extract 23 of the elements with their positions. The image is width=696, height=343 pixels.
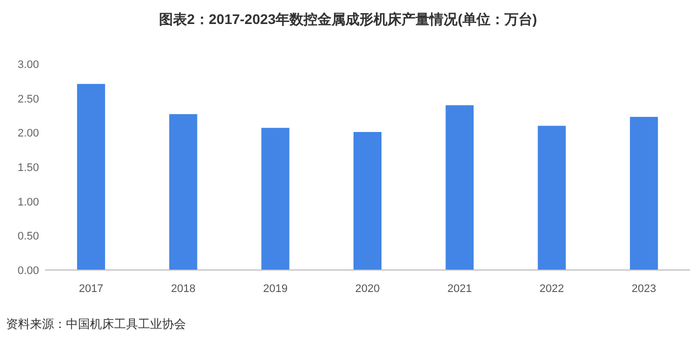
y-tick-label: 3.00 [18,59,39,71]
bar [354,132,382,270]
y-tick-label: 0.50 [18,230,39,243]
y-tick-label: 0.00 [18,265,39,277]
chart-title: 图表2：2017-2023年数控金属成形机床产量情况(单位：万台) [158,11,538,27]
bar [446,105,474,270]
bar [538,126,566,270]
y-tick-label: 2.50 [18,93,39,106]
y-tick-label: 1.50 [18,162,39,174]
x-tick-label: 2020 [355,283,380,295]
y-tick-label: 2.00 [18,128,39,140]
x-tick-label: 2017 [78,283,104,295]
x-tick-label: 2023 [632,283,656,295]
x-tick-label: 2019 [263,283,288,295]
bar [77,84,106,270]
bar [630,116,658,270]
text: 资料来源：中国机床工具工业协会 [6,317,186,331]
bar [261,128,290,270]
y-tick-label: 1.00 [18,196,39,208]
x-tick-label: 2018 [170,283,196,295]
bar [169,114,198,270]
x-tick-label: 2022 [540,283,564,295]
x-tick-label: 2021 [447,283,472,295]
